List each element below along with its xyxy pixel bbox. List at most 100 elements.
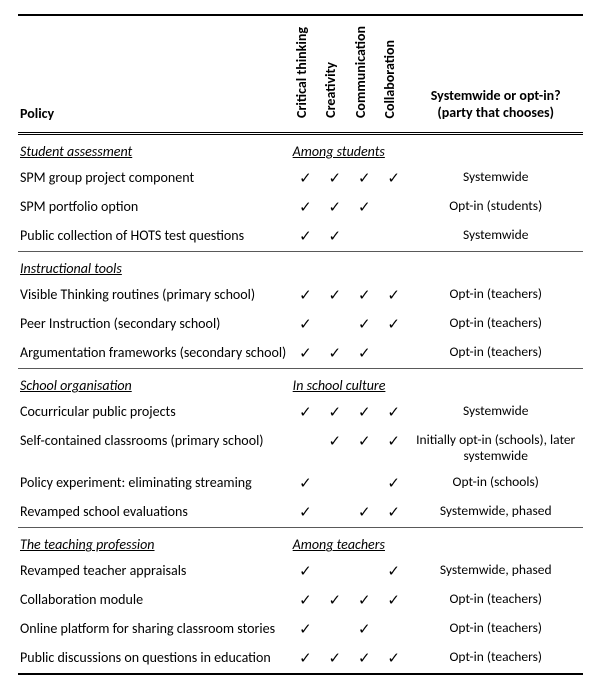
- policy-cell: Public discussions on questions in educa…: [18, 644, 291, 674]
- section-header: The teaching professionAmong teachers: [18, 528, 583, 558]
- check-cell: ✓: [291, 644, 320, 674]
- section-header: Instructional tools: [18, 251, 583, 281]
- check-cell: ✓: [379, 469, 408, 498]
- section-title: The teaching profession: [18, 528, 291, 558]
- table-row: Visible Thinking routines (primary schoo…: [18, 281, 583, 310]
- check-cell: ✓: [320, 427, 349, 469]
- opt-cell: Opt-in (students): [408, 193, 583, 222]
- check-cell: ✓: [291, 498, 320, 528]
- policy-cell: Public collection of HOTS test questions: [18, 222, 291, 252]
- check-cell: [320, 615, 349, 644]
- check-cell: ✓: [350, 586, 379, 615]
- table-row: Online platform for sharing classroom st…: [18, 615, 583, 644]
- table-row: SPM group project component✓✓✓✓Systemwid…: [18, 164, 583, 193]
- check-cell: [320, 469, 349, 498]
- check-cell: ✓: [291, 398, 320, 427]
- check-cell: [291, 427, 320, 469]
- opt-cell: Opt-in (teachers): [408, 281, 583, 310]
- policy-cell: Revamped teacher appraisals: [18, 557, 291, 586]
- check-cell: ✓: [379, 310, 408, 339]
- check-cell: ✓: [320, 222, 349, 252]
- opt-cell: Opt-in (teachers): [408, 615, 583, 644]
- table-row: Argumentation frameworks (secondary scho…: [18, 339, 583, 369]
- col-header-policy: Policy: [18, 15, 291, 133]
- check-cell: [379, 193, 408, 222]
- check-cell: [320, 557, 349, 586]
- opt-cell: Systemwide, phased: [408, 498, 583, 528]
- policy-cell: Collaboration module: [18, 586, 291, 615]
- section-title: Instructional tools: [18, 251, 291, 281]
- check-cell: ✓: [291, 310, 320, 339]
- check-cell: [320, 310, 349, 339]
- section-context: [291, 251, 409, 281]
- check-cell: ✓: [379, 164, 408, 193]
- opt-cell: Systemwide, phased: [408, 557, 583, 586]
- check-cell: ✓: [350, 310, 379, 339]
- check-cell: ✓: [291, 469, 320, 498]
- table-body: Student assessmentAmong studentsSPM grou…: [18, 133, 583, 674]
- check-cell: ✓: [320, 586, 349, 615]
- check-cell: ✓: [320, 398, 349, 427]
- opt-cell: Systemwide: [408, 398, 583, 427]
- opt-cell: Initially opt-in (schools), later system…: [408, 427, 583, 469]
- section-header: School organisationIn school culture: [18, 368, 583, 398]
- check-cell: ✓: [379, 427, 408, 469]
- col-header-communication: Communication: [350, 15, 379, 133]
- policy-cell: Policy experiment: eliminating streaming: [18, 469, 291, 498]
- table-row: Revamped school evaluations✓✓✓Systemwide…: [18, 498, 583, 528]
- check-cell: ✓: [291, 586, 320, 615]
- opt-cell: Systemwide: [408, 222, 583, 252]
- check-cell: ✓: [350, 398, 379, 427]
- policy-cell: Self-contained classrooms (primary schoo…: [18, 427, 291, 469]
- check-cell: ✓: [291, 615, 320, 644]
- check-cell: ✓: [320, 644, 349, 674]
- check-cell: ✓: [379, 281, 408, 310]
- opt-cell: Opt-in (teachers): [408, 339, 583, 369]
- policy-table: Policy Critical thinking Creativity Comm…: [18, 14, 583, 675]
- check-cell: ✓: [379, 498, 408, 528]
- check-cell: ✓: [291, 281, 320, 310]
- col-header-creativity: Creativity: [320, 15, 349, 133]
- col-header-opt: Systemwide or opt-in?(party that chooses…: [408, 15, 583, 133]
- policy-cell: SPM group project component: [18, 164, 291, 193]
- section-context: In school culture: [291, 368, 409, 398]
- table-row: Public collection of HOTS test questions…: [18, 222, 583, 252]
- check-cell: ✓: [350, 498, 379, 528]
- col-header-collaboration: Collaboration: [379, 15, 408, 133]
- policy-cell: SPM portfolio option: [18, 193, 291, 222]
- check-cell: ✓: [379, 586, 408, 615]
- check-cell: [350, 557, 379, 586]
- check-cell: [350, 222, 379, 252]
- check-cell: ✓: [320, 164, 349, 193]
- table-row: Policy experiment: eliminating streaming…: [18, 469, 583, 498]
- policy-cell: Revamped school evaluations: [18, 498, 291, 528]
- check-cell: [379, 222, 408, 252]
- check-cell: ✓: [291, 222, 320, 252]
- check-cell: [350, 469, 379, 498]
- section-header: Student assessmentAmong students: [18, 133, 583, 164]
- section-context: Among students: [291, 133, 409, 164]
- check-cell: ✓: [350, 281, 379, 310]
- check-cell: ✓: [379, 557, 408, 586]
- opt-cell: Opt-in (schools): [408, 469, 583, 498]
- check-cell: ✓: [350, 164, 379, 193]
- check-cell: ✓: [350, 193, 379, 222]
- check-cell: ✓: [320, 281, 349, 310]
- opt-cell: Opt-in (teachers): [408, 310, 583, 339]
- check-cell: ✓: [350, 339, 379, 369]
- check-cell: ✓: [350, 615, 379, 644]
- check-cell: [320, 498, 349, 528]
- table-row: Revamped teacher appraisals✓✓Systemwide,…: [18, 557, 583, 586]
- section-context: Among teachers: [291, 528, 409, 558]
- check-cell: ✓: [291, 193, 320, 222]
- check-cell: ✓: [291, 339, 320, 369]
- table-row: Peer Instruction (secondary school)✓✓✓Op…: [18, 310, 583, 339]
- check-cell: ✓: [350, 427, 379, 469]
- check-cell: [379, 339, 408, 369]
- check-cell: ✓: [350, 644, 379, 674]
- check-cell: [379, 615, 408, 644]
- table-row: Cocurricular public projects✓✓✓✓Systemwi…: [18, 398, 583, 427]
- policy-cell: Argumentation frameworks (secondary scho…: [18, 339, 291, 369]
- table-row: SPM portfolio option✓✓✓Opt-in (students): [18, 193, 583, 222]
- table-row: Public discussions on questions in educa…: [18, 644, 583, 674]
